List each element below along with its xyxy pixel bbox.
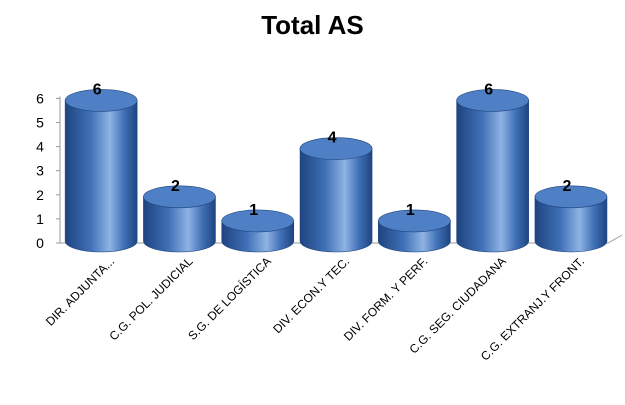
data-label: 4 [328, 130, 337, 147]
bar-body [456, 100, 529, 253]
data-label: 2 [562, 178, 571, 195]
bar [221, 209, 295, 253]
y-tick-label: 4 [36, 139, 44, 155]
data-label: 1 [249, 202, 258, 219]
y-tick-label: 0 [36, 235, 44, 251]
bar-top [534, 185, 608, 209]
category-label: S.G. DE LOGÍSTICA [185, 254, 274, 343]
y-tick-label: 6 [36, 90, 44, 106]
y-tick-label: 5 [36, 115, 44, 131]
y-tick-label: 2 [36, 187, 44, 203]
y-tick-label: 1 [36, 211, 44, 227]
data-label: 1 [406, 202, 415, 219]
bar [378, 209, 451, 253]
data-label: 6 [93, 81, 102, 98]
data-label: 6 [484, 81, 493, 98]
bar-top [143, 185, 216, 209]
bar-body [299, 148, 373, 253]
bar-body [534, 196, 608, 253]
category-label: DIR. ADJUNTA... [43, 254, 117, 328]
bar-top [221, 209, 295, 233]
bar [143, 185, 216, 253]
category-label: DIV. FORM. Y PERF. [341, 254, 430, 343]
bar [64, 89, 138, 253]
bar-body [143, 196, 216, 253]
category-label: DIV. ECON.Y TEC. [270, 254, 352, 336]
bar [534, 185, 608, 253]
category-label: C.G. POL. JUDICIAL [106, 254, 195, 343]
bar-top [378, 209, 451, 233]
bar-top [456, 89, 529, 112]
bar-top [64, 89, 138, 112]
y-tick-label: 3 [36, 163, 44, 179]
data-label: 2 [171, 178, 180, 195]
bar [299, 137, 373, 253]
bar-body [64, 100, 138, 253]
bar [456, 89, 529, 253]
chart-title: Total AS [261, 10, 364, 40]
bar-top [299, 137, 373, 160]
